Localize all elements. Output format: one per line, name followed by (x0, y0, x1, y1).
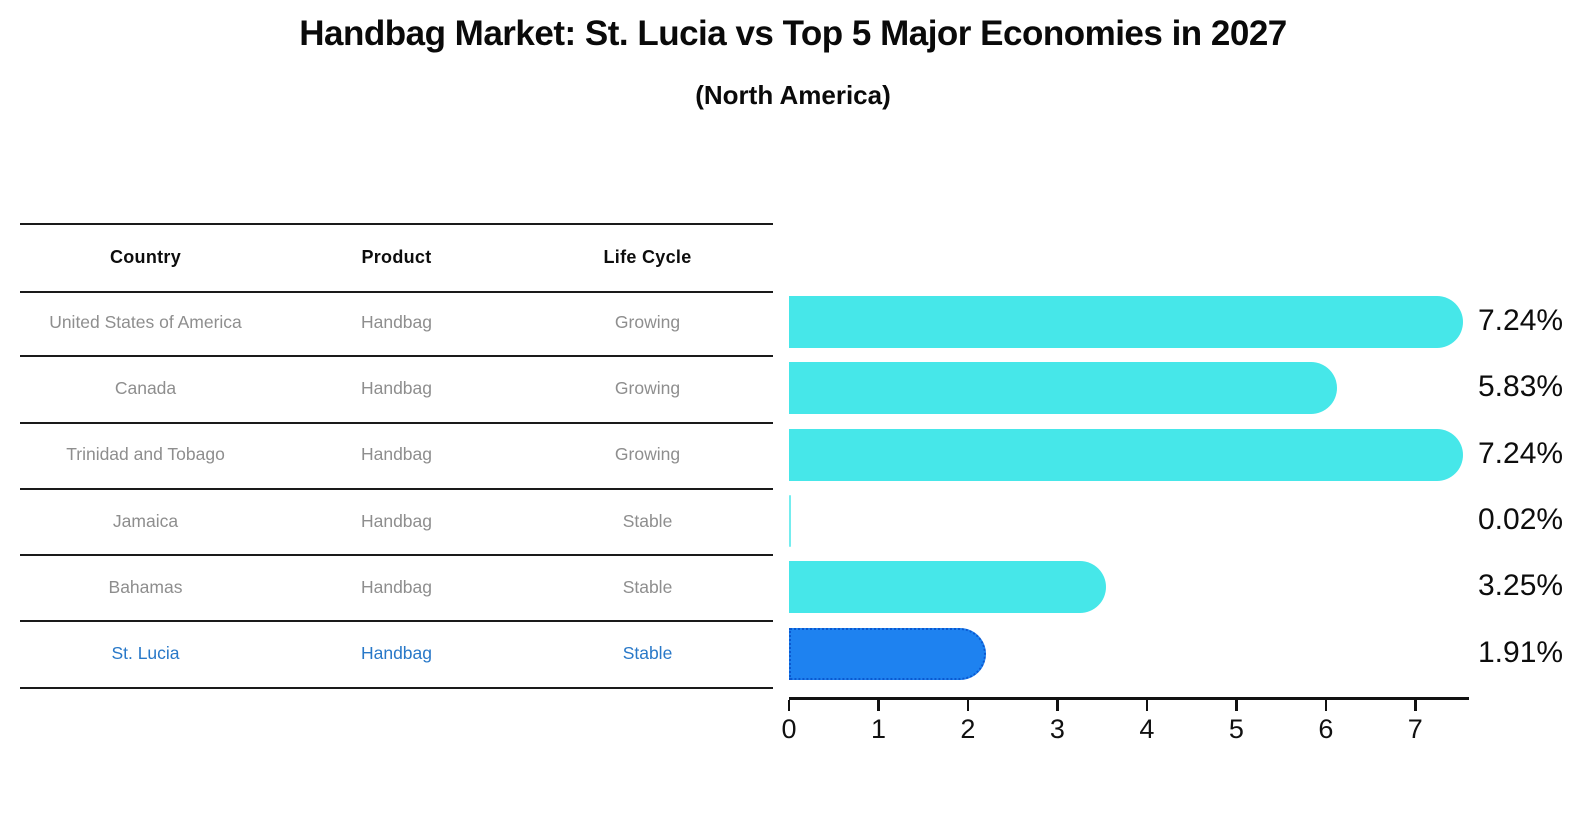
table-header-row: Country Product Life Cycle (20, 222, 773, 293)
cell-product: Handbag (360, 643, 433, 664)
column-header-country: Country (109, 247, 182, 268)
cell-product: Handbag (360, 444, 433, 465)
table-row: Trinidad and Tobago Handbag Growing (20, 422, 773, 490)
value-label: 7.24% (1478, 436, 1564, 470)
x-axis-tick (1324, 700, 1328, 711)
x-axis-tick-label: 0 (781, 714, 797, 744)
x-axis-tick-label: 3 (1049, 714, 1065, 744)
cell-country: Jamaica (112, 510, 179, 531)
x-axis-tick-label: 1 (870, 714, 886, 744)
chart-subtitle: (North America) (695, 80, 891, 110)
x-axis-tick (1414, 700, 1417, 711)
x-axis-tick-label: 4 (1139, 714, 1155, 744)
x-axis-tick-label: 6 (1318, 714, 1334, 744)
cell-life-cycle: Stable (622, 510, 673, 531)
x-axis-tick-label: 5 (1228, 714, 1244, 744)
cell-life-cycle: Growing (614, 444, 681, 465)
x-axis-tick-label: 2 (960, 714, 976, 744)
value-label: 7.24% (1478, 304, 1564, 338)
cell-life-cycle: Stable (622, 576, 673, 597)
x-axis-tick (877, 700, 880, 711)
cell-life-cycle: Growing (614, 311, 681, 332)
table-row: St. Lucia Handbag Stable (20, 621, 773, 689)
bar-highlight-st-lucia (789, 627, 986, 680)
x-axis-tick (1145, 700, 1149, 711)
column-header-product: Product (361, 247, 432, 268)
column-header-life-cycle: Life Cycle (603, 247, 692, 268)
cell-country: Canada (114, 377, 177, 398)
bar (789, 561, 1106, 614)
table-row: Bahamas Handbag Stable (20, 554, 773, 623)
bar (789, 296, 1463, 349)
chart-title: Handbag Market: St. Lucia vs Top 5 Major… (299, 14, 1287, 53)
value-label: 1.91% (1478, 635, 1564, 669)
x-axis-tick (787, 700, 791, 711)
cell-product: Handbag (360, 576, 433, 597)
cell-country: St. Lucia (111, 643, 180, 664)
bar (789, 362, 1337, 415)
cell-product: Handbag (360, 377, 433, 398)
x-axis-tick-label: 7 (1407, 714, 1423, 744)
value-label: 0.02% (1478, 503, 1564, 537)
cell-product: Handbag (360, 311, 433, 332)
x-axis-tick (1056, 700, 1059, 711)
cell-life-cycle: Stable (622, 643, 673, 664)
bar (789, 495, 792, 548)
value-label: 3.25% (1478, 569, 1564, 603)
table-row: United States of America Handbag Growing (20, 289, 773, 358)
cell-country: Bahamas (108, 576, 183, 597)
value-label: 5.83% (1478, 370, 1564, 404)
cell-country: Trinidad and Tobago (66, 444, 225, 465)
x-axis-tick (1235, 700, 1238, 711)
table-row: Canada Handbag Growing (20, 355, 773, 424)
x-axis-line (789, 697, 1469, 700)
x-axis-tick (966, 700, 970, 711)
cell-product: Handbag (360, 510, 433, 531)
cell-country: United States of America (49, 311, 242, 332)
cell-life-cycle: Growing (614, 377, 681, 398)
bar (789, 428, 1463, 481)
table-row: Jamaica Handbag Stable (20, 488, 773, 557)
